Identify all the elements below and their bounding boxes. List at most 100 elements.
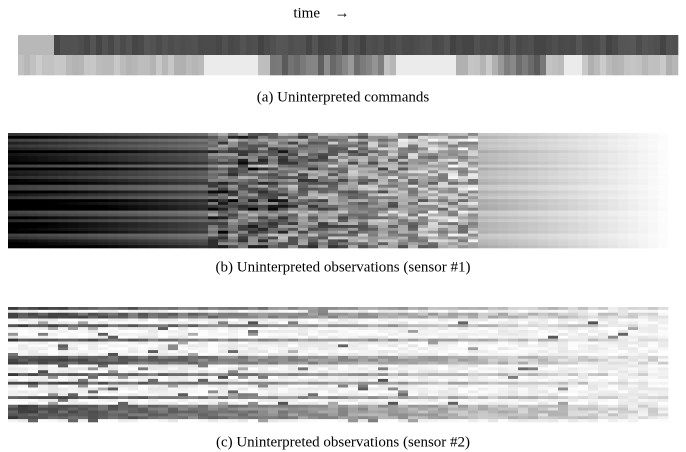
pixel-block <box>78 141 89 145</box>
pixel-block <box>598 318 609 322</box>
pixel-block <box>618 384 629 388</box>
pixel-block <box>48 390 59 394</box>
pixel-block <box>498 156 509 160</box>
pixel-block <box>18 384 29 388</box>
pixel-block <box>358 164 369 168</box>
pixel-block <box>438 204 449 209</box>
pixel-block <box>38 399 49 403</box>
pixel-block <box>348 161 359 165</box>
pixel-block <box>508 376 519 380</box>
pixel-block <box>268 199 279 203</box>
pixel-block <box>158 245 169 249</box>
pixel-block <box>398 199 409 203</box>
pixel-block <box>38 167 49 171</box>
pixel-block <box>548 138 559 142</box>
pixel-block <box>158 332 169 337</box>
pixel-block <box>548 230 559 234</box>
pixel-block <box>188 193 199 197</box>
pixel-block <box>158 161 169 165</box>
pixel-block <box>478 164 489 168</box>
pixel-block <box>78 173 89 177</box>
pixel-block <box>438 219 449 223</box>
pixel-block <box>98 364 109 368</box>
pixel-block <box>198 332 209 337</box>
pixel-block <box>288 233 299 237</box>
pixel-block <box>268 144 279 148</box>
pixel-block <box>288 153 299 157</box>
pixel-block <box>218 327 229 331</box>
pixel-block <box>28 378 39 383</box>
pixel-block <box>148 361 159 365</box>
pixel-block <box>208 135 219 140</box>
pixel-block <box>78 164 89 168</box>
pixel-block <box>618 196 629 200</box>
pixel-block <box>348 236 359 240</box>
pixel-block <box>488 141 499 145</box>
pixel-block <box>58 335 69 339</box>
pixel-block <box>78 35 85 56</box>
pixel-block <box>558 164 569 168</box>
pixel-block <box>468 384 479 388</box>
pixel-block <box>108 393 119 397</box>
pixel-block <box>570 55 577 76</box>
pixel-block <box>18 216 29 220</box>
pixel-block <box>658 307 669 311</box>
pixel-block <box>258 390 269 394</box>
pixel-block <box>608 147 619 151</box>
pixel-block <box>318 353 329 357</box>
pixel-block <box>398 341 409 345</box>
pixel-block <box>308 176 319 180</box>
pixel-block <box>68 327 79 331</box>
pixel-block <box>288 358 299 362</box>
pixel-block <box>330 55 337 76</box>
pixel-block <box>528 150 539 154</box>
pixel-block <box>68 207 79 211</box>
pixel-block <box>288 199 299 203</box>
pixel-block <box>568 170 579 174</box>
pixel-block <box>408 338 419 342</box>
pixel-block <box>568 239 579 243</box>
pixel-block <box>198 164 209 168</box>
pixel-block <box>138 399 149 403</box>
pixel-block <box>618 242 629 246</box>
pixel-block <box>528 138 539 142</box>
pixel-block <box>448 161 459 165</box>
pixel-block <box>258 236 269 240</box>
pixel-block <box>38 141 49 145</box>
pixel-block <box>28 164 39 168</box>
pixel-block <box>68 225 79 229</box>
pixel-block <box>38 176 49 180</box>
pixel-block <box>218 213 229 217</box>
pixel-block <box>114 35 121 56</box>
pixel-block <box>58 387 69 391</box>
pixel-block <box>358 358 369 362</box>
pixel-block <box>528 199 539 203</box>
pixel-block <box>158 227 169 232</box>
pixel-block <box>218 187 229 191</box>
pixel-block <box>378 344 389 348</box>
pixel-block <box>48 350 59 354</box>
pixel-block <box>598 227 609 232</box>
pixel-block <box>488 335 499 339</box>
pixel-block <box>218 239 229 243</box>
pixel-block <box>128 230 139 234</box>
pixel-block <box>238 332 249 337</box>
pixel-block <box>48 330 59 334</box>
pixel-block <box>638 353 649 357</box>
pixel-block <box>168 341 179 345</box>
pixel-block <box>228 239 239 243</box>
pixel-block <box>178 309 189 314</box>
pixel-block <box>228 181 239 186</box>
pixel-block <box>178 327 189 331</box>
pixel-block <box>158 390 169 394</box>
pixel-block <box>108 210 119 214</box>
pixel-block <box>48 35 55 56</box>
pixel-block <box>458 193 469 197</box>
pixel-block <box>208 396 219 400</box>
pixel-block <box>208 236 219 240</box>
pixel-block <box>548 393 559 397</box>
pixel-block <box>28 364 39 368</box>
pixel-block <box>68 176 79 180</box>
pixel-block <box>458 332 469 337</box>
pixel-block <box>548 396 559 400</box>
